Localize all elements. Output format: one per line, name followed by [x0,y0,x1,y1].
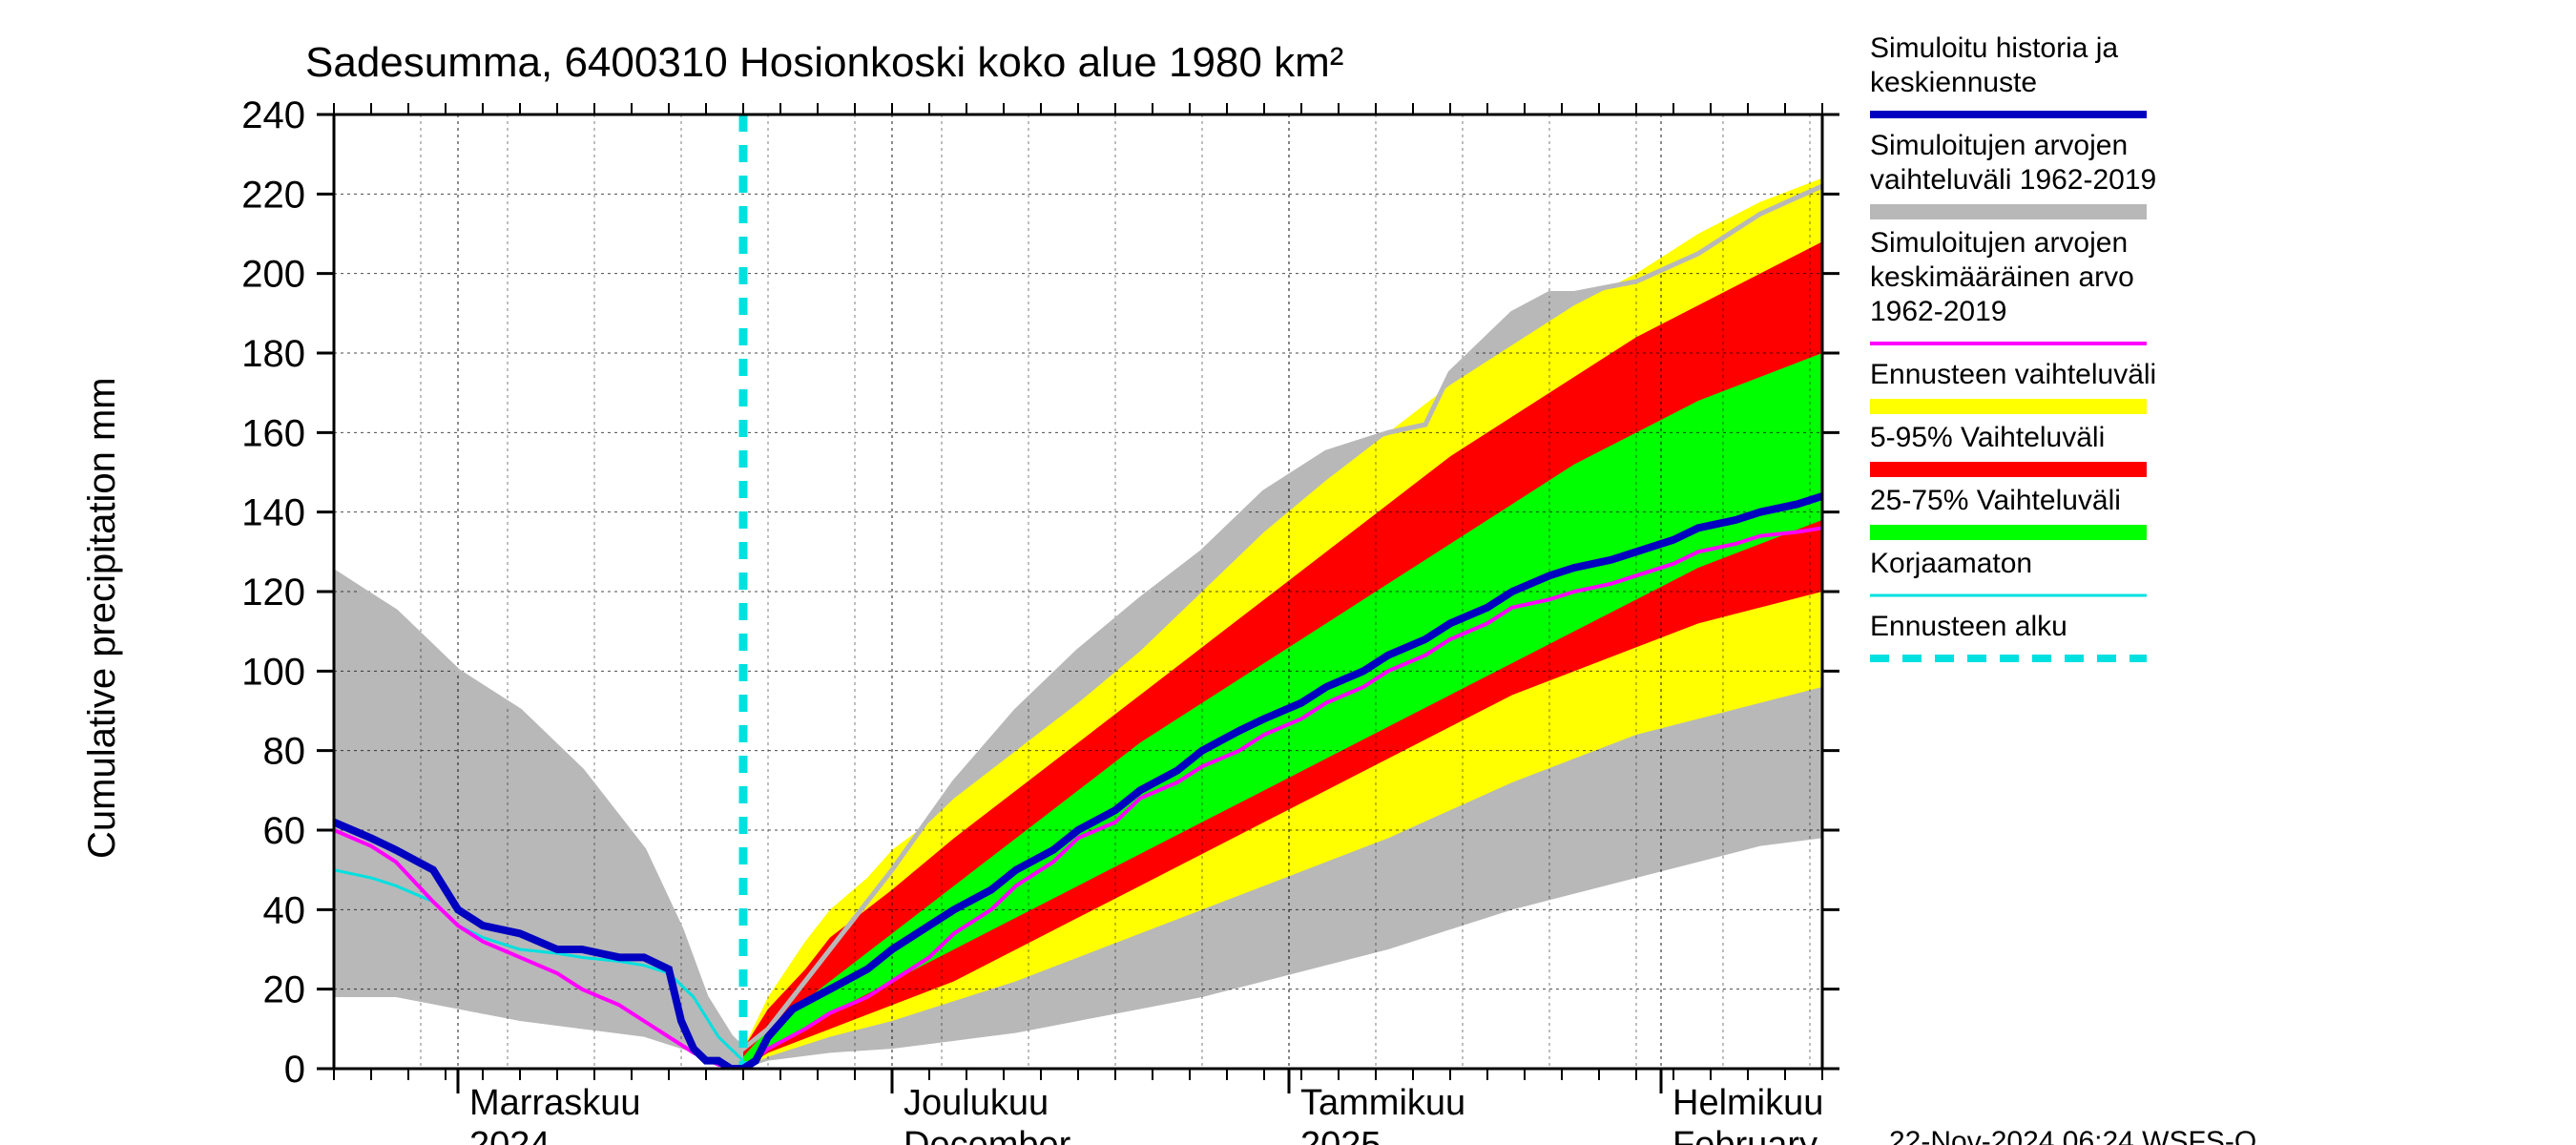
ytick-label: 200 [241,254,305,296]
chart-footer: 22-Nov-2024 06:24 WSFS-O [1889,1126,2256,1145]
chart-svg: 0 20 40 60 80 100 120 140 160 180 200 220 240 Marrask… [0,0,2576,1145]
xtick-label2: 2024 [469,1125,551,1145]
ytick-label: 100 [241,651,305,693]
ytick-label: 0 [284,1049,305,1091]
xtick-label2: December [904,1125,1071,1145]
legend-label: Simuloitu historia ja [1870,32,2118,64]
xtick-label2: 2025 [1300,1125,1381,1145]
ytick-label: 80 [263,731,306,773]
ytick-label: 160 [241,412,305,454]
ytick-label: 180 [241,333,305,375]
xtick-label: Tammikuu [1300,1083,1465,1123]
ytick-label: 140 [241,492,305,534]
legend-label: keskiennuste [1870,67,2037,98]
legend-label: Ennusteen alku [1870,611,2067,642]
legend-swatch [1870,399,2147,414]
ytick-label: 40 [263,889,306,931]
ytick-label: 60 [263,810,306,852]
xtick-label: Helmikuu [1672,1083,1823,1123]
ytick-label: 220 [241,174,305,216]
ytick-label: 240 [241,94,305,136]
xtick-label2: February [1672,1125,1818,1145]
ytick-label: 20 [263,969,306,1011]
chart-title: Sadesumma, 6400310 Hosionkoski koko alue… [305,39,1343,86]
xtick-label: Marraskuu [469,1083,641,1123]
legend-swatch [1870,204,2147,219]
legend-label: keskimääräinen arvo [1870,261,2134,293]
ytick-label: 120 [241,572,305,614]
legend-label: Simuloitujen arvojen [1870,130,2128,161]
legend-label: vaihteluväli 1962-2019 [1870,164,2156,196]
legend-swatch [1870,462,2147,477]
legend-label: 25-75% Vaihteluväli [1870,485,2121,516]
legend-label: 1962-2019 [1870,296,2006,327]
legend-swatch [1870,525,2147,540]
legend-label: Ennusteen vaihteluväli [1870,359,2156,390]
chart-container: 0 20 40 60 80 100 120 140 160 180 200 220 240 Marrask… [0,0,2576,1145]
xtick-label: Joulukuu [904,1083,1049,1123]
legend-label: Simuloitujen arvojen [1870,227,2128,259]
legend-label: 5-95% Vaihteluväli [1870,422,2105,453]
y-axis-label: Cumulative precipitation mm [81,377,123,859]
legend-label: Korjaamaton [1870,548,2032,579]
